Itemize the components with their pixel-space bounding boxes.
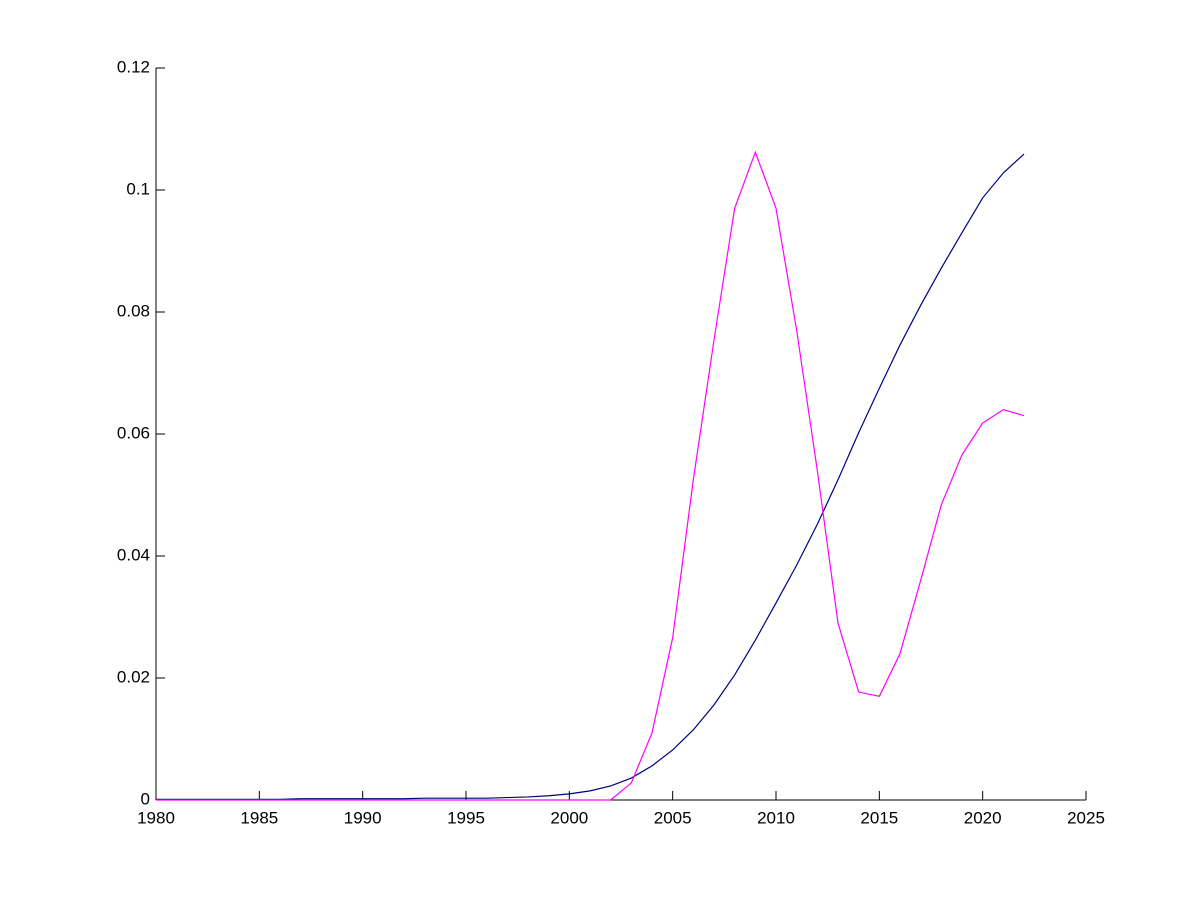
y-tick-label: 0.12 bbox=[117, 57, 150, 76]
x-tick-label: 2015 bbox=[860, 808, 898, 827]
x-tick-label: 1985 bbox=[240, 808, 278, 827]
y-tick-label: 0.08 bbox=[117, 301, 150, 320]
x-tick-label: 1980 bbox=[137, 808, 175, 827]
series-line bbox=[156, 150, 1025, 801]
x-tick-label: 1995 bbox=[447, 808, 485, 827]
y-tick-label: 0.04 bbox=[117, 545, 150, 564]
x-tick-label: 2010 bbox=[757, 808, 795, 827]
x-tick-label: 1990 bbox=[344, 808, 382, 827]
x-tick-label: 2000 bbox=[550, 808, 588, 827]
x-tick-label: 2005 bbox=[654, 808, 692, 827]
y-tick-label: 0.1 bbox=[126, 179, 150, 198]
x-tick-label: 2025 bbox=[1067, 808, 1105, 827]
y-tick-label: 0.02 bbox=[117, 667, 150, 686]
y-tick-label: 0.06 bbox=[117, 423, 150, 442]
series-line bbox=[156, 153, 1025, 800]
x-tick-label: 2020 bbox=[964, 808, 1002, 827]
y-tick-label: 0 bbox=[141, 789, 150, 808]
